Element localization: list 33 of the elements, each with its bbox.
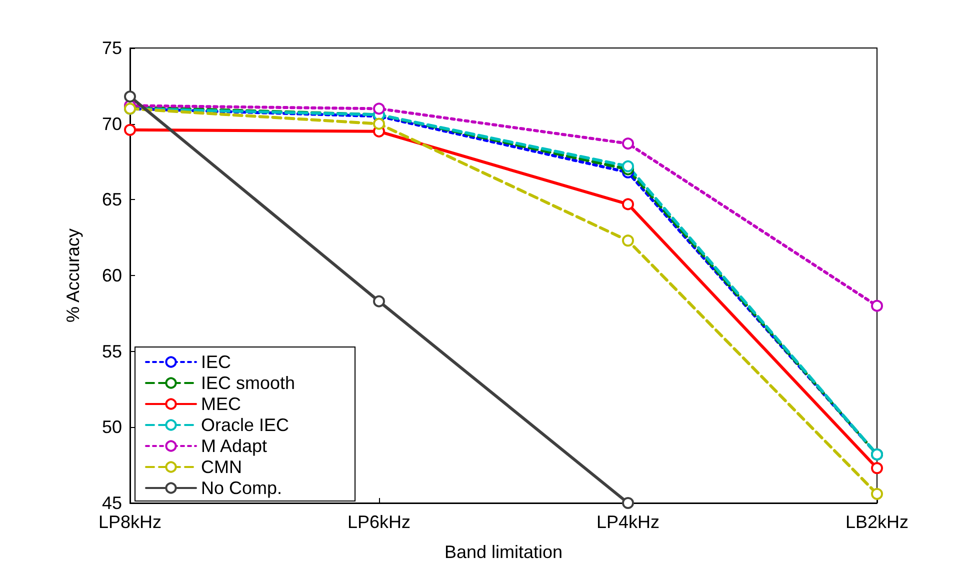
point (871, 488, 883, 500)
legend-label: Oracle IEC (201, 415, 290, 435)
legend-label: No Comp. (201, 478, 282, 498)
point (622, 234, 634, 247)
point (622, 138, 634, 150)
point (373, 295, 385, 308)
y-tick-label: 45 (102, 493, 122, 513)
x-tick-label: LB2kHz (845, 512, 909, 532)
legend-label: CMN (201, 457, 242, 477)
point (124, 124, 136, 136)
point (622, 497, 634, 509)
point (871, 462, 883, 474)
y-tick-label: 50 (102, 417, 122, 438)
point (622, 198, 634, 210)
point (373, 102, 385, 115)
point (373, 118, 385, 130)
point (124, 90, 136, 103)
y-tick-label: 65 (102, 190, 122, 210)
x-tick-label: LP6kHz (347, 512, 411, 532)
point (622, 160, 634, 172)
legend-label: MEC (201, 394, 241, 414)
legend-label: M Adapt (201, 436, 268, 456)
legend-label: IEC smooth (201, 373, 296, 393)
legend-label: IEC (201, 352, 232, 372)
point (871, 300, 883, 312)
y-tick-label: 75 (102, 38, 122, 58)
x-tick-label: LP8kHz (98, 512, 162, 532)
y-tick-label: 60 (102, 266, 122, 286)
y-tick-label: 55 (102, 341, 122, 362)
x-axis-title: Band limitation (444, 542, 563, 562)
y-axis-title: % Accuracy (63, 228, 83, 323)
y-tick-label: 70 (102, 114, 122, 134)
x-tick-label: LP4kHz (596, 512, 660, 532)
